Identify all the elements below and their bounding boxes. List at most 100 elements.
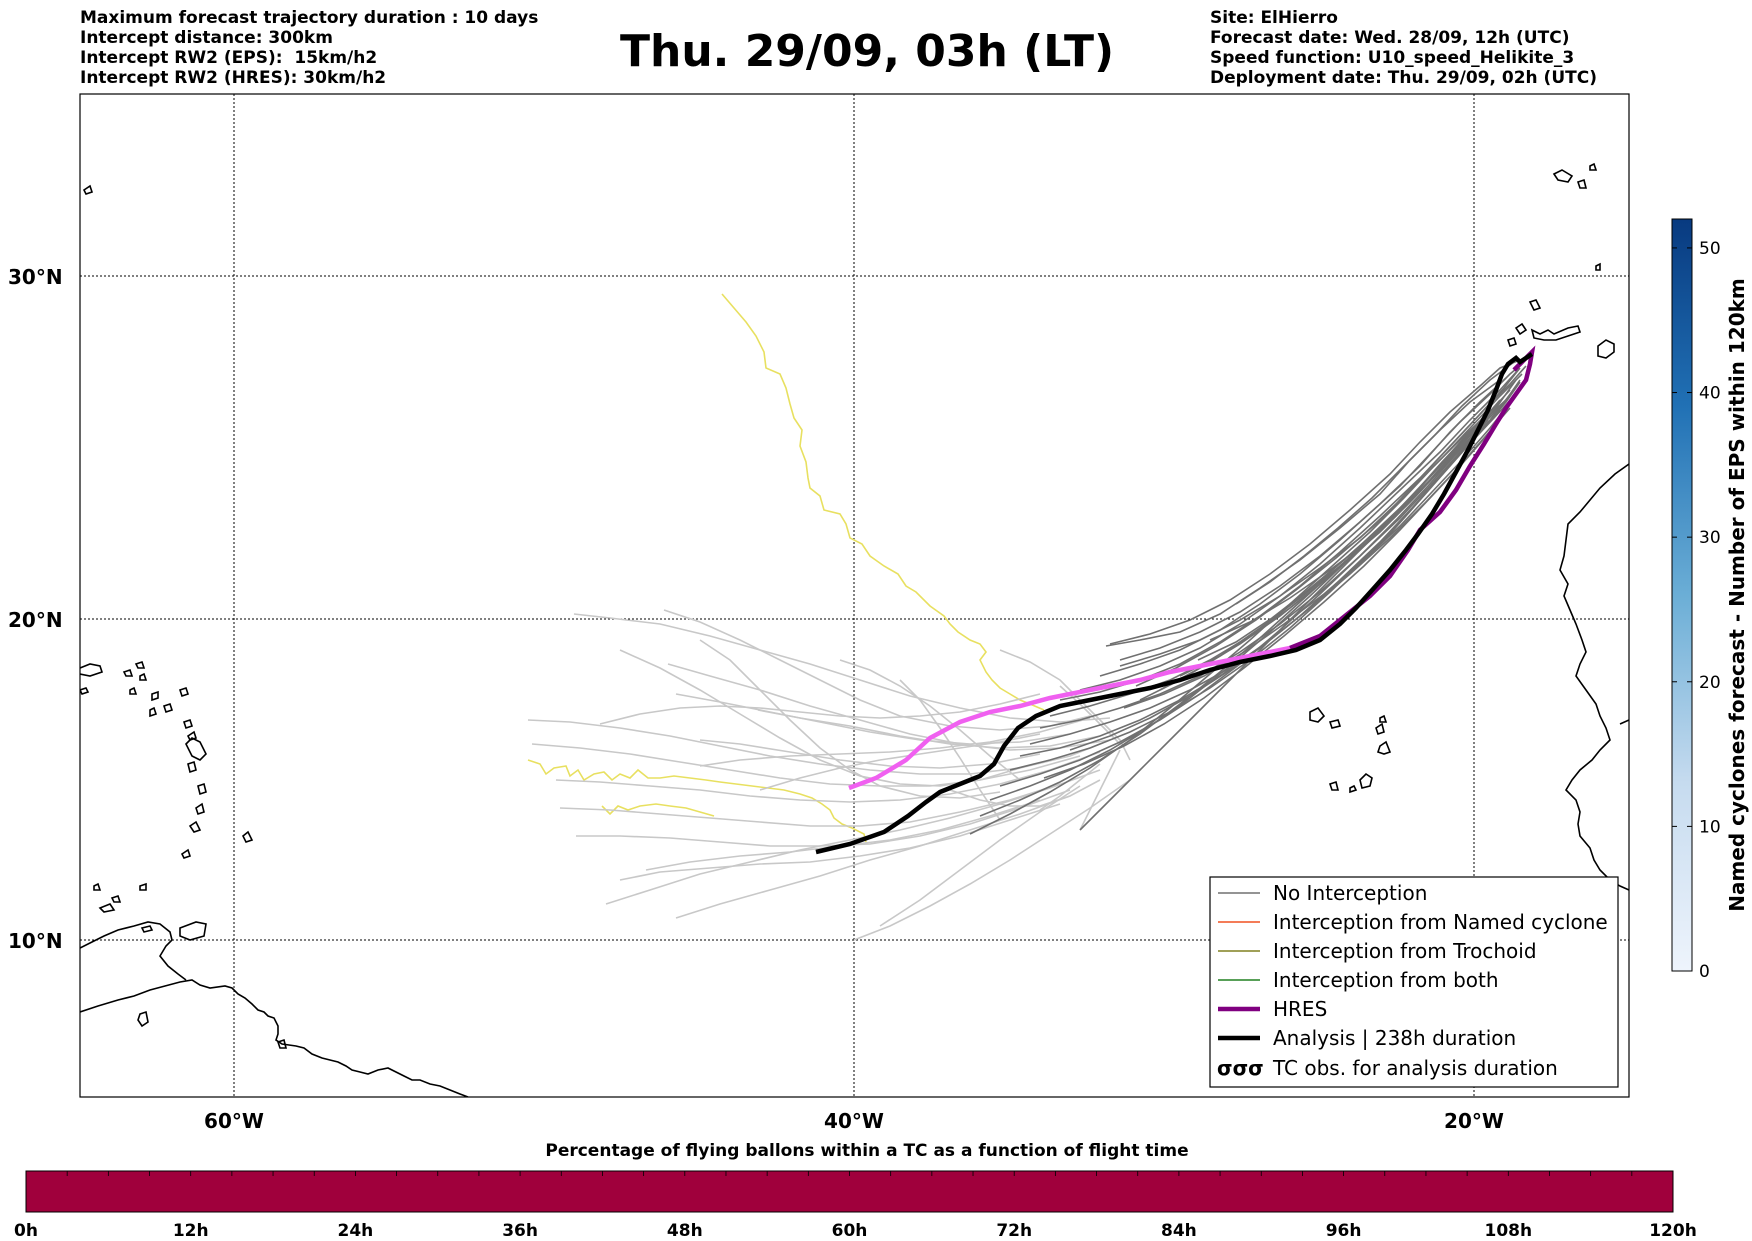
colorbar-right-tick-label: 0 [1699,962,1710,982]
colorbar-bottom-title: Percentage of flying ballons within a TC… [545,1141,1188,1161]
africa-detail [1619,719,1629,725]
colorbar-bottom-tick-label: 60h [832,1221,868,1241]
yellow-trajectory [527,293,1045,843]
puerto-rico-e [80,663,104,677]
lat-label-30: 30°N [8,265,63,289]
colorbar-right-tick-label: 10 [1699,817,1721,837]
canary-2 [1528,299,1542,311]
trinidad [179,921,207,941]
legend-label-tc-obs: TC obs. for analysis duration [1272,1056,1558,1080]
legend-label-both: Interception from both [1273,968,1499,992]
isla-3 [93,882,102,891]
cape-verde-8 [1379,714,1388,723]
south-america-coast [80,979,469,1097]
africa-coast [1559,463,1629,891]
cape-verde-3 [1375,722,1385,736]
colorbar-bottom-bar [25,1170,1674,1213]
header-left-info: Maximum forecast trajectory duration : 1… [80,8,538,88]
coastlines [80,162,1629,1097]
cape-verde-6 [1328,780,1340,791]
canary-3 [1597,339,1615,359]
page-title: Thu. 29/09, 03h (LT) [620,26,1115,77]
montserrat [151,690,159,702]
tc-symbol-icon: σσσ [1217,1056,1264,1080]
margarita [140,925,154,933]
cape-verde-2 [1328,719,1342,729]
cape-verde-5 [1359,772,1373,789]
island-e [149,706,158,718]
colorbar-right-tick-label: 30 [1699,528,1721,548]
lon-label-20: 20°W [1444,1109,1504,1133]
canary-1 [1530,325,1582,341]
dominica [187,760,197,774]
legend-label-trochoid: Interception from Trochoid [1273,939,1537,963]
colorbar-right-bar [1671,218,1693,972]
colorbar-right-label: Named cyclones forecast - Number of EPS … [1725,278,1749,912]
colorbar-bottom-ticks: 0h 12h 24h 36h 48h 60h 72h 84h 96h 108h 120h [14,1171,1697,1241]
legend-label-no-interception: No Interception [1273,881,1427,905]
colorbar-bottom-tick-label: 96h [1326,1221,1362,1241]
colorbar-bottom-tick-label: 12h [173,1221,209,1241]
island-a [180,848,192,859]
legend-box [1209,876,1619,1088]
isla-4 [137,1010,149,1028]
guadeloupe [185,737,207,761]
curacao [98,903,116,913]
cape-verde-4 [1376,740,1392,755]
map-frame [79,93,1630,1098]
island-f [139,672,148,681]
deployment-date-text: Deployment date: Thu. 29/09, 02h (UTC) [1210,68,1597,88]
cape-verde-1 [1309,706,1326,723]
lesser-antilles-1 [178,686,190,698]
island-c [195,802,205,816]
south-coast-isle [139,882,147,891]
barbados [241,830,254,843]
lon-label-40: 40°W [824,1109,884,1133]
colorbar-right-ticks: 0 10 20 30 40 50 [1672,239,1721,982]
intercept-distance-text: Intercept distance: 300km [80,28,333,48]
forecast-date-text: Forecast date: Wed. 28/09, 12h (UTC) [1210,28,1570,48]
colorbar-bottom: Percentage of flying ballons within a TC… [14,1141,1697,1241]
lon-label-60: 60°W [204,1109,264,1133]
max-duration-text: Maximum forecast trajectory duration : 1… [80,8,539,28]
isla-2 [80,687,90,695]
virgin-isles [122,668,134,677]
colorbar-right: 0 10 20 30 40 50 Named cyclones forecast - Nu… [1671,218,1749,982]
graticule [80,94,1629,1097]
legend: No Interception Interception from Named … [1209,876,1619,1088]
st-martin [129,686,138,695]
madeira-3 [1589,162,1598,171]
header-right-info: Site: ElHierro Forecast date: Wed. 28/09… [1210,8,1597,88]
site-text: Site: ElHierro [1210,8,1338,28]
colorbar-bottom-tick-label: 0h [14,1221,38,1241]
lat-label-10: 10°N [8,929,63,953]
legend-label-hres: HRES [1273,997,1327,1021]
intercept-eps-text: Intercept RW2 (EPS): 15km/h2 [80,48,378,68]
madeira-1 [1552,169,1574,183]
legend-label-named-cyclone: Interception from Named cyclone [1273,910,1608,934]
colorbar-right-tick-label: 50 [1699,239,1721,259]
isla-5 [276,1038,288,1049]
madeira-4 [1595,262,1601,271]
barbuda-ne [186,730,198,741]
colorbar-bottom-tick-label: 24h [338,1221,374,1241]
st-kitts [162,702,174,714]
speed-function-text: Speed function: U10_speed_Helikite_3 [1210,48,1575,68]
island-g [134,660,146,669]
colorbar-bottom-tick-label: 108h [1485,1221,1533,1241]
island-b [188,820,202,833]
intercept-hres-text: Intercept RW2 (HRES): 30km/h2 [80,68,387,88]
antigua [182,718,194,730]
analysis-track [815,352,1534,855]
colorbar-bottom-tick-label: 120h [1649,1221,1697,1241]
colorbar-right-tick-label: 40 [1699,384,1721,404]
eps-no-interception-tracks [969,359,1527,835]
eps-light-tracks [527,609,1131,941]
isla-1 [110,894,122,903]
lat-label-20: 20°N [8,608,63,632]
isla-6 [82,184,94,195]
canary-4 [1514,322,1528,336]
colorbar-bottom-tick-label: 72h [996,1221,1032,1241]
madeira-2 [1576,178,1588,189]
